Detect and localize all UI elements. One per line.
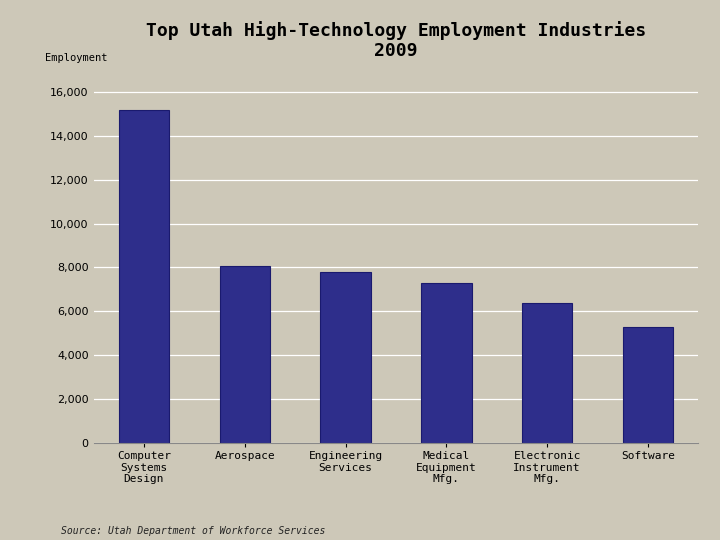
Bar [522, 302, 572, 443]
Bar [623, 327, 673, 443]
Title: Top Utah High-Technology Employment Industries
2009: Top Utah High-Technology Employment Indu… [146, 21, 646, 60]
Bar [119, 110, 169, 443]
Bar [320, 272, 371, 443]
Bar [220, 266, 270, 443]
Bar [421, 283, 472, 443]
Text: Source: Utah Department of Workforce Services: Source: Utah Department of Workforce Ser… [61, 525, 325, 536]
Text: Employment: Employment [45, 53, 108, 63]
